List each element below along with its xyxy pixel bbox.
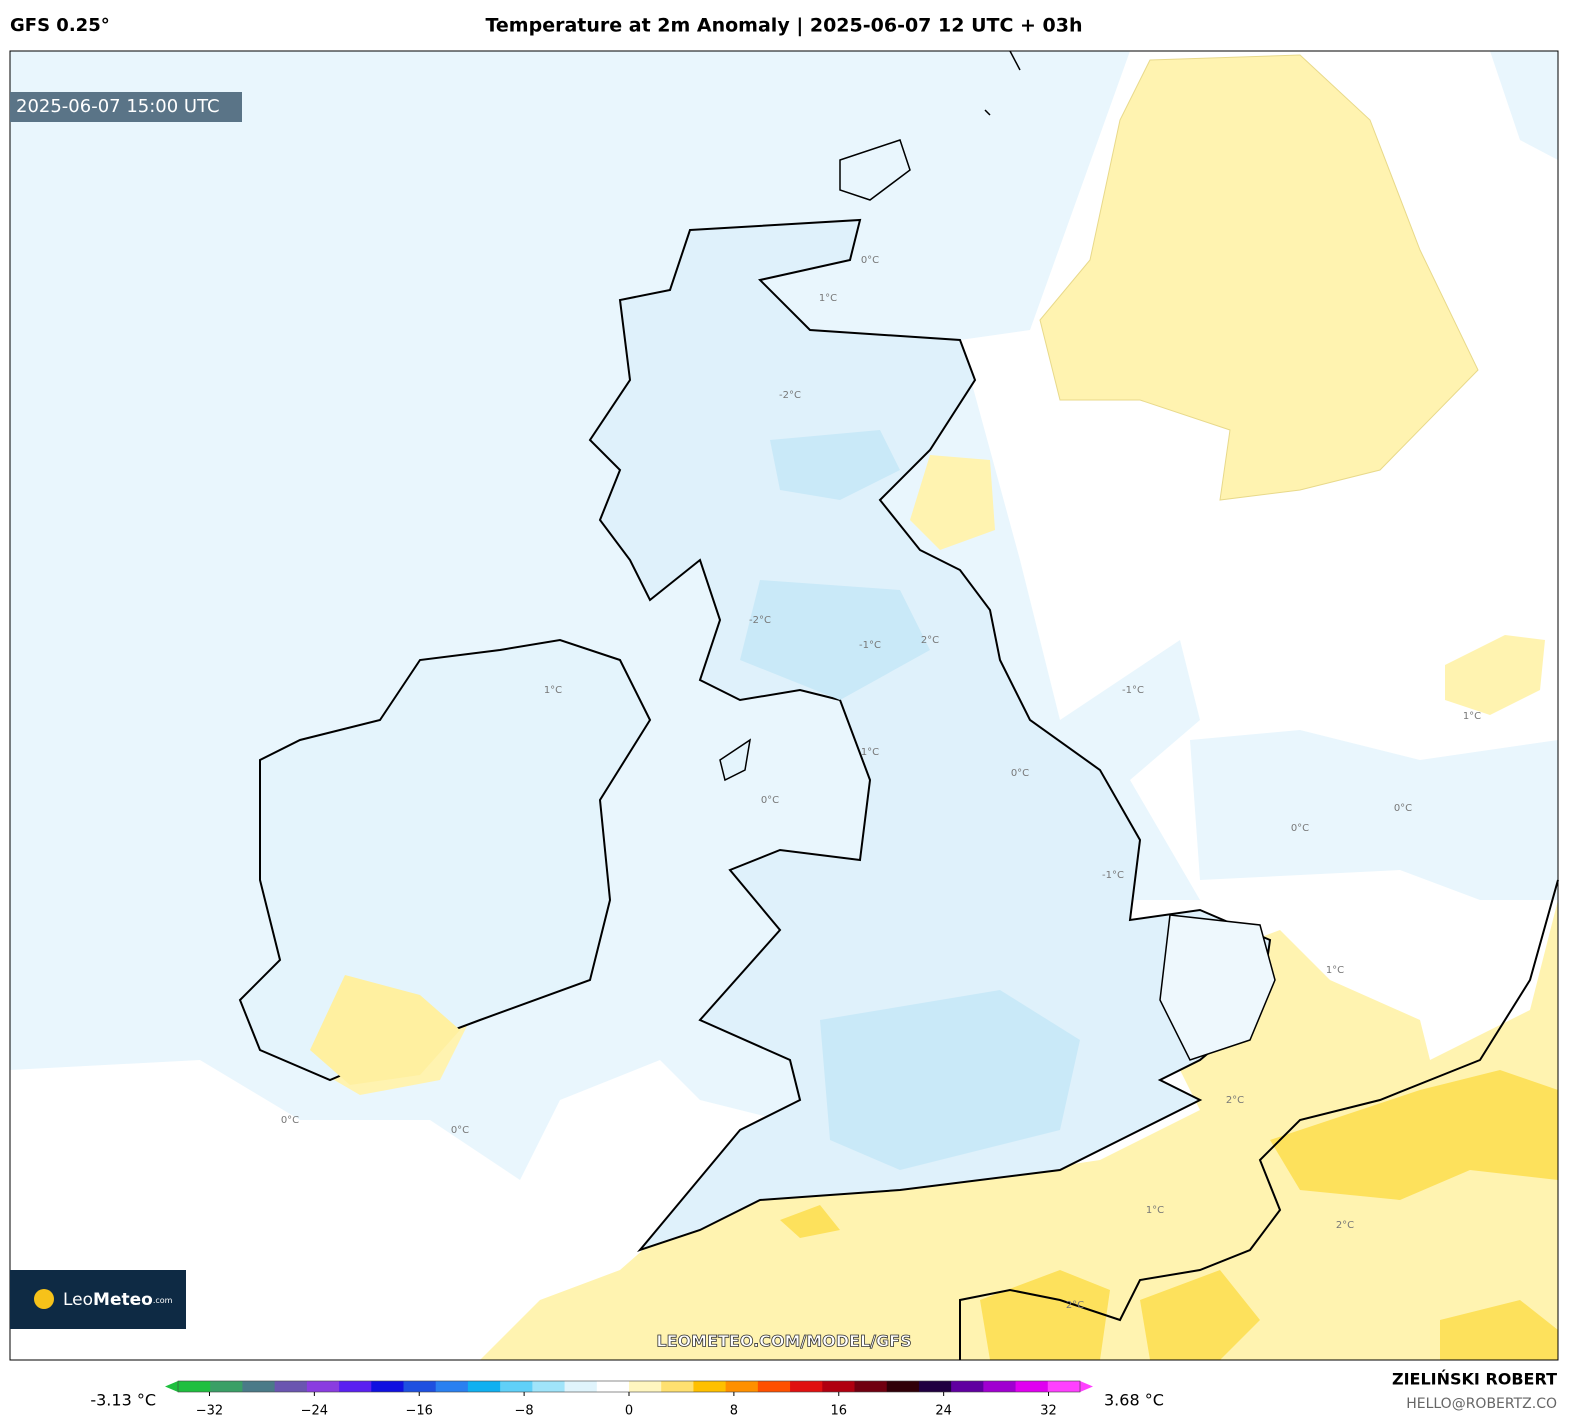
contour-label: 1°C: [1463, 711, 1481, 722]
colorbar-segment: [629, 1381, 662, 1392]
contour-label: 0°C: [1291, 823, 1309, 834]
colorbar-segment: [339, 1381, 372, 1392]
coastline: [1159, 914, 1276, 1061]
colorbar-segment: [983, 1381, 1017, 1392]
contour-label: 0°C: [281, 1115, 299, 1126]
watermark: LEOMETEO.COM/MODEL/GFS: [656, 1332, 911, 1351]
colorbar-max: 3.68 °C: [1104, 1391, 1164, 1410]
colorbar-segment: [274, 1381, 308, 1392]
email: HELLO@ROBERTZ.CO: [1406, 1396, 1557, 1412]
colorbar-segment: [951, 1381, 984, 1392]
anomaly-area: [910, 455, 995, 550]
colorbar-tick-label: −16: [406, 1404, 433, 1419]
coastline: [719, 738, 752, 782]
colorbar-segment: [596, 1381, 630, 1392]
colorbar-segment: [661, 1381, 694, 1392]
contour-label: -2°C: [749, 615, 771, 626]
contour-label: 0°C: [451, 1125, 469, 1136]
logo-sun: [34, 1289, 54, 1309]
colorbar-segment: [693, 1381, 727, 1392]
contour-label: -1°C: [1102, 870, 1124, 881]
colorbar-segment: [178, 1381, 211, 1392]
contour-label: 2°C: [1226, 1095, 1244, 1106]
colorbar-segment: [1015, 1381, 1049, 1392]
valid-time: 2025-06-07 15:00 UTC: [16, 96, 220, 117]
title: Temperature at 2m Anomaly | 2025-06-07 1…: [485, 15, 1082, 37]
logo: LeoMeteo.com: [63, 1290, 173, 1310]
anomaly-area: [1039, 54, 1479, 501]
logo-part: Leo: [63, 1290, 93, 1310]
anomaly-area: [1490, 51, 1558, 160]
coastline: [238, 638, 652, 1082]
logo-part: .com: [153, 1296, 173, 1305]
author: ZIELIŃSKI ROBERT: [1392, 1370, 1557, 1389]
map-frame: [9, 50, 1559, 1361]
colorbar-min: -3.13 °C: [90, 1391, 156, 1410]
colorbar-segment: [725, 1381, 759, 1392]
colorbar-segment: [210, 1381, 243, 1392]
contour-label: 0°C: [861, 255, 879, 266]
colorbar-segment: [1047, 1381, 1081, 1392]
colorbar-segment: [532, 1381, 566, 1392]
contour-label: 1°C: [819, 293, 837, 304]
coastline: [588, 218, 1272, 1253]
colorbar-extend: [165, 1381, 178, 1392]
colorbar-tick-label: 24: [935, 1404, 952, 1419]
anomaly-area: [1445, 635, 1545, 715]
contour-label: 1°C: [861, 747, 879, 758]
logo-part: Meteo: [93, 1290, 153, 1310]
contour-label: -1°C: [859, 640, 881, 651]
colorbar-segment: [886, 1381, 920, 1392]
colorbar-segment: [403, 1381, 437, 1392]
colorbar-tick-label: −8: [515, 1404, 534, 1419]
contour-label: 0°C: [761, 795, 779, 806]
colorbar-segment: [790, 1381, 823, 1392]
colorbar-tick-label: 8: [730, 1404, 738, 1419]
contour-label: 2°C: [1066, 1300, 1084, 1311]
contour-label: -2°C: [779, 390, 801, 401]
coastline: [959, 879, 1559, 1360]
colorbar: −32 −24 −16 −8 0 8 16 24 32: [165, 1380, 1093, 1419]
colorbar-segment: [854, 1381, 888, 1392]
colorbar-segment: [564, 1381, 598, 1392]
model-label: GFS 0.25°: [10, 15, 110, 36]
colorbar-segment: [918, 1381, 952, 1392]
colorbar-segment: [467, 1381, 501, 1392]
colorbar-segment: [757, 1381, 791, 1392]
colorbar-segment: [371, 1381, 404, 1392]
colorbar-segment: [500, 1381, 533, 1392]
anomaly-area: [480, 900, 1558, 1360]
anomaly-area: [1190, 730, 1558, 900]
colorbar-tick-label: −32: [196, 1404, 223, 1419]
contour-label: 1°C: [1326, 965, 1344, 976]
colorbar-tick-label: 0: [625, 1404, 633, 1419]
colorbar-segment: [242, 1381, 276, 1392]
contour-label: 2°C: [921, 635, 939, 646]
colorbar-tick-label: 32: [1040, 1404, 1057, 1419]
colorbar-segment: [306, 1381, 340, 1392]
colorbar-extend: [1080, 1381, 1093, 1392]
contour-label: 0°C: [1011, 768, 1029, 779]
colorbar-tick-label: −24: [301, 1404, 328, 1419]
contour-label: 2°C: [1336, 1220, 1354, 1231]
contour-label: 1°C: [544, 685, 562, 696]
contour-label: 1°C: [1146, 1205, 1164, 1216]
contour-label: -1°C: [1122, 685, 1144, 696]
colorbar-segment: [822, 1381, 855, 1392]
contour-label: 0°C: [1394, 803, 1412, 814]
map: 2025-06-07 15:00 UTC LEOMETEO.COM/MODEL/…: [9, 50, 1559, 1361]
time-badge: [10, 92, 242, 122]
coastline: [839, 50, 1021, 201]
anomaly-area: [310, 975, 460, 1085]
colorbar-tick-label: 16: [830, 1404, 847, 1419]
anomaly-area: [740, 430, 1080, 1170]
colorbar-segment: [435, 1381, 469, 1392]
anomaly-area: [780, 1070, 1558, 1360]
